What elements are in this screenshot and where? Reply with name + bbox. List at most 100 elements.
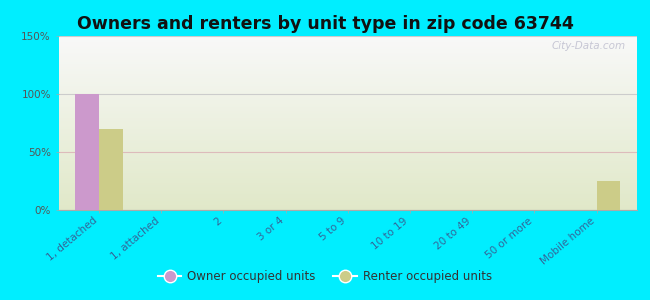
Bar	[58, 167, 637, 168]
Bar	[58, 192, 637, 193]
Bar	[58, 172, 637, 173]
Bar	[58, 160, 637, 161]
Bar	[58, 126, 637, 127]
Bar	[58, 177, 637, 178]
Bar	[58, 67, 637, 68]
Bar	[58, 197, 637, 198]
Bar	[58, 168, 637, 169]
Bar	[58, 59, 637, 60]
Bar	[58, 182, 637, 183]
Bar	[75, 94, 99, 210]
Bar	[58, 73, 637, 74]
Bar	[58, 94, 637, 95]
Bar	[58, 206, 637, 207]
Bar	[58, 179, 637, 180]
Bar	[597, 181, 620, 210]
Bar	[58, 120, 637, 121]
Bar	[58, 164, 637, 165]
Bar	[58, 144, 637, 145]
Bar	[58, 61, 637, 62]
Bar	[58, 102, 637, 103]
Bar	[58, 83, 637, 84]
Bar	[58, 200, 637, 201]
Bar	[58, 140, 637, 141]
Bar	[58, 193, 637, 194]
Bar	[58, 183, 637, 184]
Bar	[58, 123, 637, 124]
Bar	[58, 173, 637, 174]
Bar	[58, 147, 637, 148]
Bar	[58, 135, 637, 136]
Bar	[58, 111, 637, 112]
Bar	[58, 54, 637, 55]
Bar	[58, 40, 637, 41]
Bar	[58, 175, 637, 176]
Bar	[58, 46, 637, 47]
Bar	[58, 129, 637, 130]
Bar	[58, 127, 637, 128]
Bar	[58, 93, 637, 94]
Bar	[58, 92, 637, 93]
Bar	[58, 38, 637, 39]
Bar	[58, 162, 637, 163]
Bar	[58, 39, 637, 40]
Bar	[58, 181, 637, 182]
Bar	[58, 166, 637, 167]
Bar	[58, 170, 637, 171]
Bar	[58, 48, 637, 49]
Bar	[58, 134, 637, 135]
Bar	[58, 190, 637, 191]
Bar	[58, 207, 637, 208]
Bar	[58, 209, 637, 210]
Bar	[58, 77, 637, 78]
Bar	[58, 85, 637, 86]
Bar	[58, 150, 637, 151]
Bar	[58, 76, 637, 77]
Bar	[58, 109, 637, 110]
Bar	[58, 72, 637, 73]
Bar	[58, 90, 637, 91]
Bar	[58, 203, 637, 204]
Bar	[58, 96, 637, 97]
Bar	[58, 44, 637, 45]
Bar	[58, 58, 637, 59]
Bar	[58, 45, 637, 46]
Bar	[58, 196, 637, 197]
Bar	[58, 160, 637, 161]
Bar	[58, 146, 637, 147]
Bar	[58, 157, 637, 158]
Bar	[58, 184, 637, 185]
Bar	[58, 151, 637, 152]
Bar	[58, 100, 637, 101]
Bar	[58, 66, 637, 67]
Bar	[58, 63, 637, 64]
Bar	[58, 154, 637, 155]
Bar	[58, 79, 637, 80]
Bar	[58, 82, 637, 83]
Bar	[58, 47, 637, 48]
Bar	[58, 188, 637, 189]
Bar	[58, 155, 637, 156]
Bar	[58, 145, 637, 146]
Bar	[58, 117, 637, 118]
Bar	[58, 122, 637, 123]
Bar	[58, 180, 637, 181]
Bar	[58, 75, 637, 76]
Bar	[58, 113, 637, 114]
Text: Owners and renters by unit type in zip code 63744: Owners and renters by unit type in zip c…	[77, 15, 573, 33]
Bar	[58, 60, 637, 61]
Bar	[58, 85, 637, 86]
Bar	[58, 99, 637, 100]
Bar	[58, 119, 637, 120]
Bar	[58, 201, 637, 202]
Bar	[58, 114, 637, 115]
Bar	[58, 132, 637, 133]
Bar	[58, 115, 637, 116]
Bar	[58, 69, 637, 70]
Bar	[58, 185, 637, 186]
Bar	[58, 51, 637, 52]
Bar	[58, 81, 637, 82]
Bar	[58, 189, 637, 190]
Bar	[58, 195, 637, 196]
Bar	[58, 71, 637, 72]
